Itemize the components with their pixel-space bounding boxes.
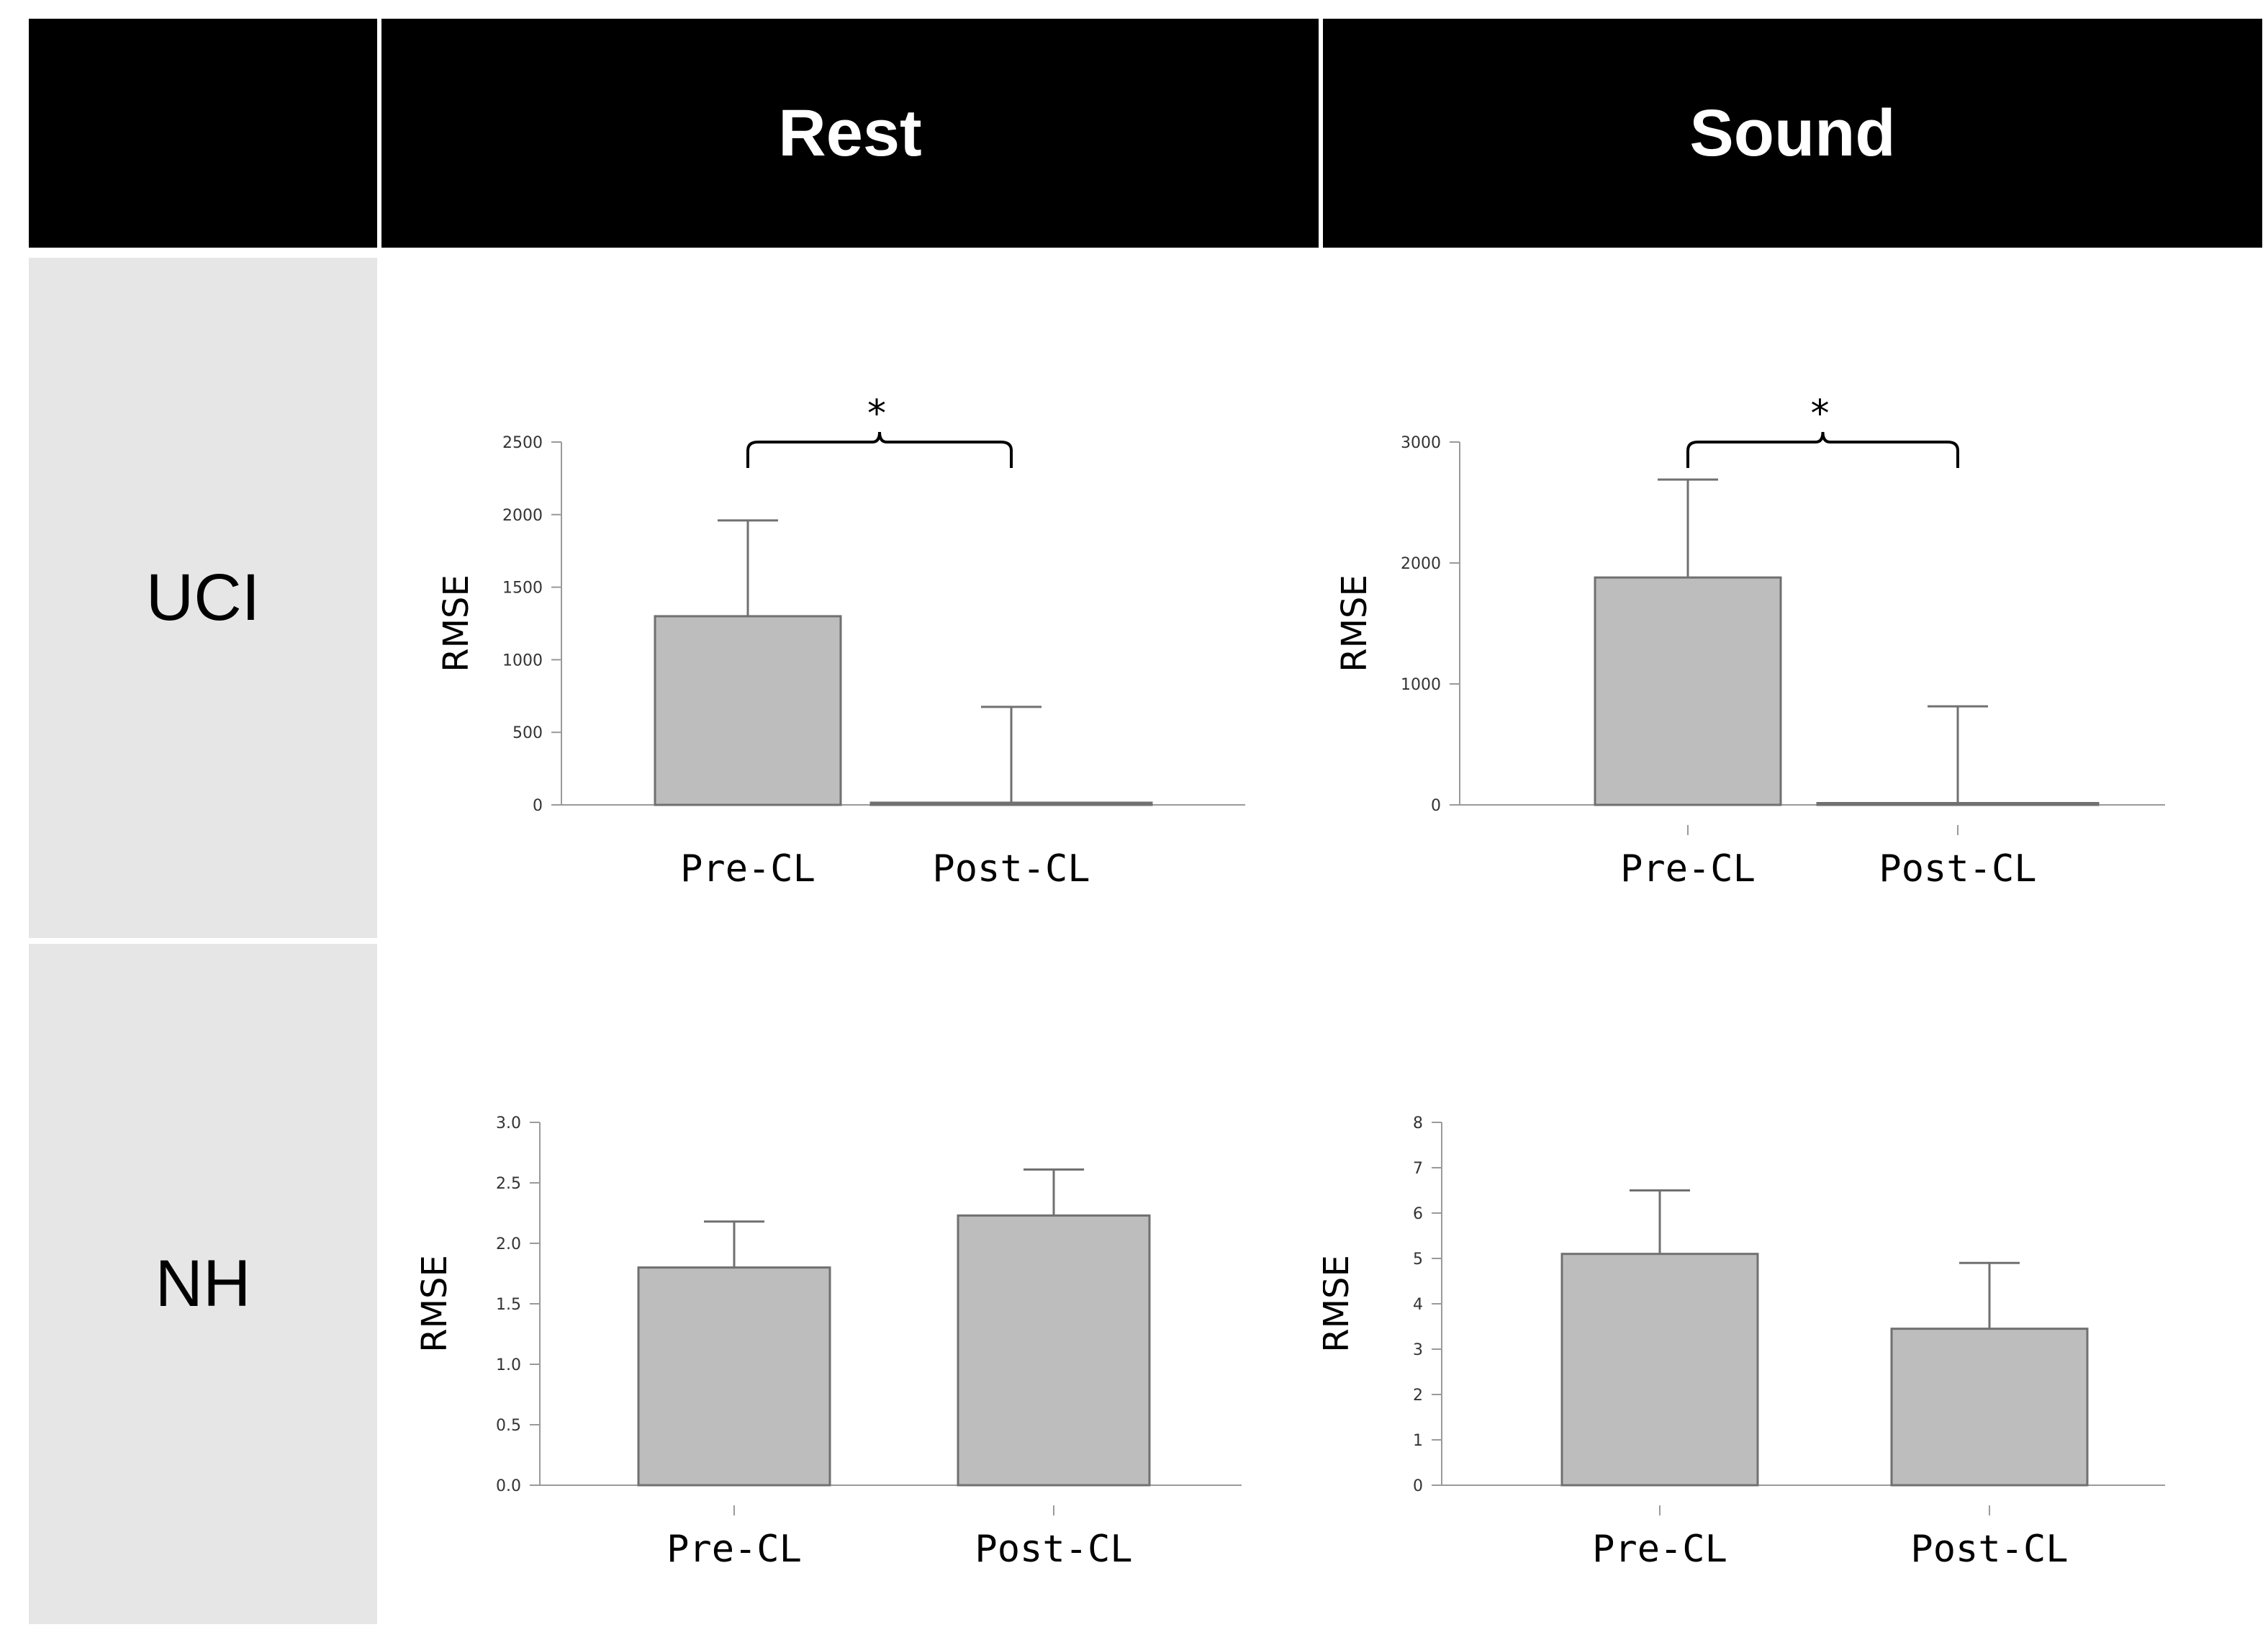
chart-panel-nh-rest: RMSE 0.0 0.5 1.0 1.5 2.0 2.5 3.0 Pre-CL Post-CL (381, 944, 1319, 1624)
y-axis-title: RMSE (415, 1255, 455, 1353)
significance-bracket (746, 431, 1013, 468)
y-tick-label: 2500 (502, 434, 543, 452)
y-tick-label: 2000 (1401, 555, 1441, 573)
y-tick-label: 3.0 (496, 1114, 521, 1132)
y-tick-label: 7 (1413, 1160, 1423, 1178)
y-tick-label: 1500 (502, 580, 543, 598)
y-tick-label: 2000 (502, 507, 543, 525)
bar (957, 1214, 1151, 1487)
x-tick-label: Post-CL (975, 1528, 1132, 1571)
bar (1890, 1328, 2089, 1487)
x-tick-label: Pre-CL (667, 1528, 802, 1571)
y-axis-title: RMSE (1334, 575, 1375, 672)
significance-marker: * (867, 392, 886, 436)
y-tick-label: 4 (1413, 1296, 1423, 1314)
y-tick-label: 8 (1413, 1114, 1423, 1132)
x-tick-label: Pre-CL (1592, 1528, 1727, 1571)
y-tick-label: 2.5 (496, 1175, 521, 1193)
y-axis-title: RMSE (1323, 1255, 1357, 1353)
x-tick-label: Post-CL (1879, 847, 2036, 891)
column-header-rest: Rest (381, 19, 1319, 248)
bar-chart-uci-sound: RMSE 0 1000 2000 3000 Pre-CL Post-CL * (1334, 392, 2165, 891)
y-tick-label: 1 (1413, 1432, 1423, 1450)
bar-chart-uci-rest: RMSE 0 500 1000 1500 2000 2500 Pre-CL Post-CL * (436, 392, 1245, 891)
y-tick-label: 0 (533, 797, 543, 815)
x-tick-label: Pre-CL (680, 847, 816, 891)
y-tick-label: 1000 (502, 652, 543, 670)
bar (654, 615, 842, 806)
y-tick-label: 0 (1431, 797, 1441, 815)
row-label-nh: NH (29, 944, 377, 1624)
x-tick-label: Post-CL (932, 847, 1090, 891)
chart-panel-uci-rest: RMSE 0 500 1000 1500 2000 2500 Pre-CL Post-CL * (381, 258, 1319, 938)
y-tick-label: 3000 (1401, 434, 1441, 452)
y-axis-title: RMSE (436, 575, 476, 672)
header-blank (29, 19, 377, 248)
bar-chart-nh-sound: RMSE 0 1 2 3 4 5 6 7 8 Pre-CL Post-CL (1323, 1114, 2165, 1571)
y-tick-label: 2.0 (496, 1235, 521, 1253)
bar (1560, 1253, 1759, 1487)
y-tick-label: 500 (512, 724, 543, 742)
y-tick-label: 1.5 (496, 1296, 521, 1314)
significance-marker: * (1811, 392, 1830, 436)
chart-panel-uci-sound: RMSE 0 1000 2000 3000 Pre-CL Post-CL * (1323, 258, 2262, 938)
row-label-uci: UCI (29, 258, 377, 938)
y-tick-label: 3 (1413, 1341, 1423, 1359)
y-tick-label: 2 (1413, 1387, 1423, 1405)
bar (1816, 801, 2100, 806)
x-tick-label: Pre-CL (1620, 847, 1756, 891)
y-tick-label: 6 (1413, 1205, 1423, 1223)
column-header-sound: Sound (1323, 19, 2262, 248)
y-tick-label: 0.5 (496, 1417, 521, 1435)
y-tick-label: 5 (1413, 1251, 1423, 1269)
bar-chart-nh-rest: RMSE 0.0 0.5 1.0 1.5 2.0 2.5 3.0 Pre-CL Post-CL (415, 1114, 1242, 1571)
y-tick-label: 1.0 (496, 1356, 521, 1374)
chart-panel-nh-sound: RMSE 0 1 2 3 4 5 6 7 8 Pre-CL Post-CL (1323, 944, 2262, 1624)
x-tick-label: Post-CL (1910, 1528, 2068, 1571)
y-tick-label: 0 (1413, 1477, 1423, 1495)
bar (637, 1266, 831, 1487)
bar (1594, 576, 1782, 806)
y-tick-label: 0.0 (496, 1477, 521, 1495)
significance-bracket (1686, 431, 1959, 468)
bar (869, 801, 1153, 806)
y-tick-label: 1000 (1401, 676, 1441, 694)
